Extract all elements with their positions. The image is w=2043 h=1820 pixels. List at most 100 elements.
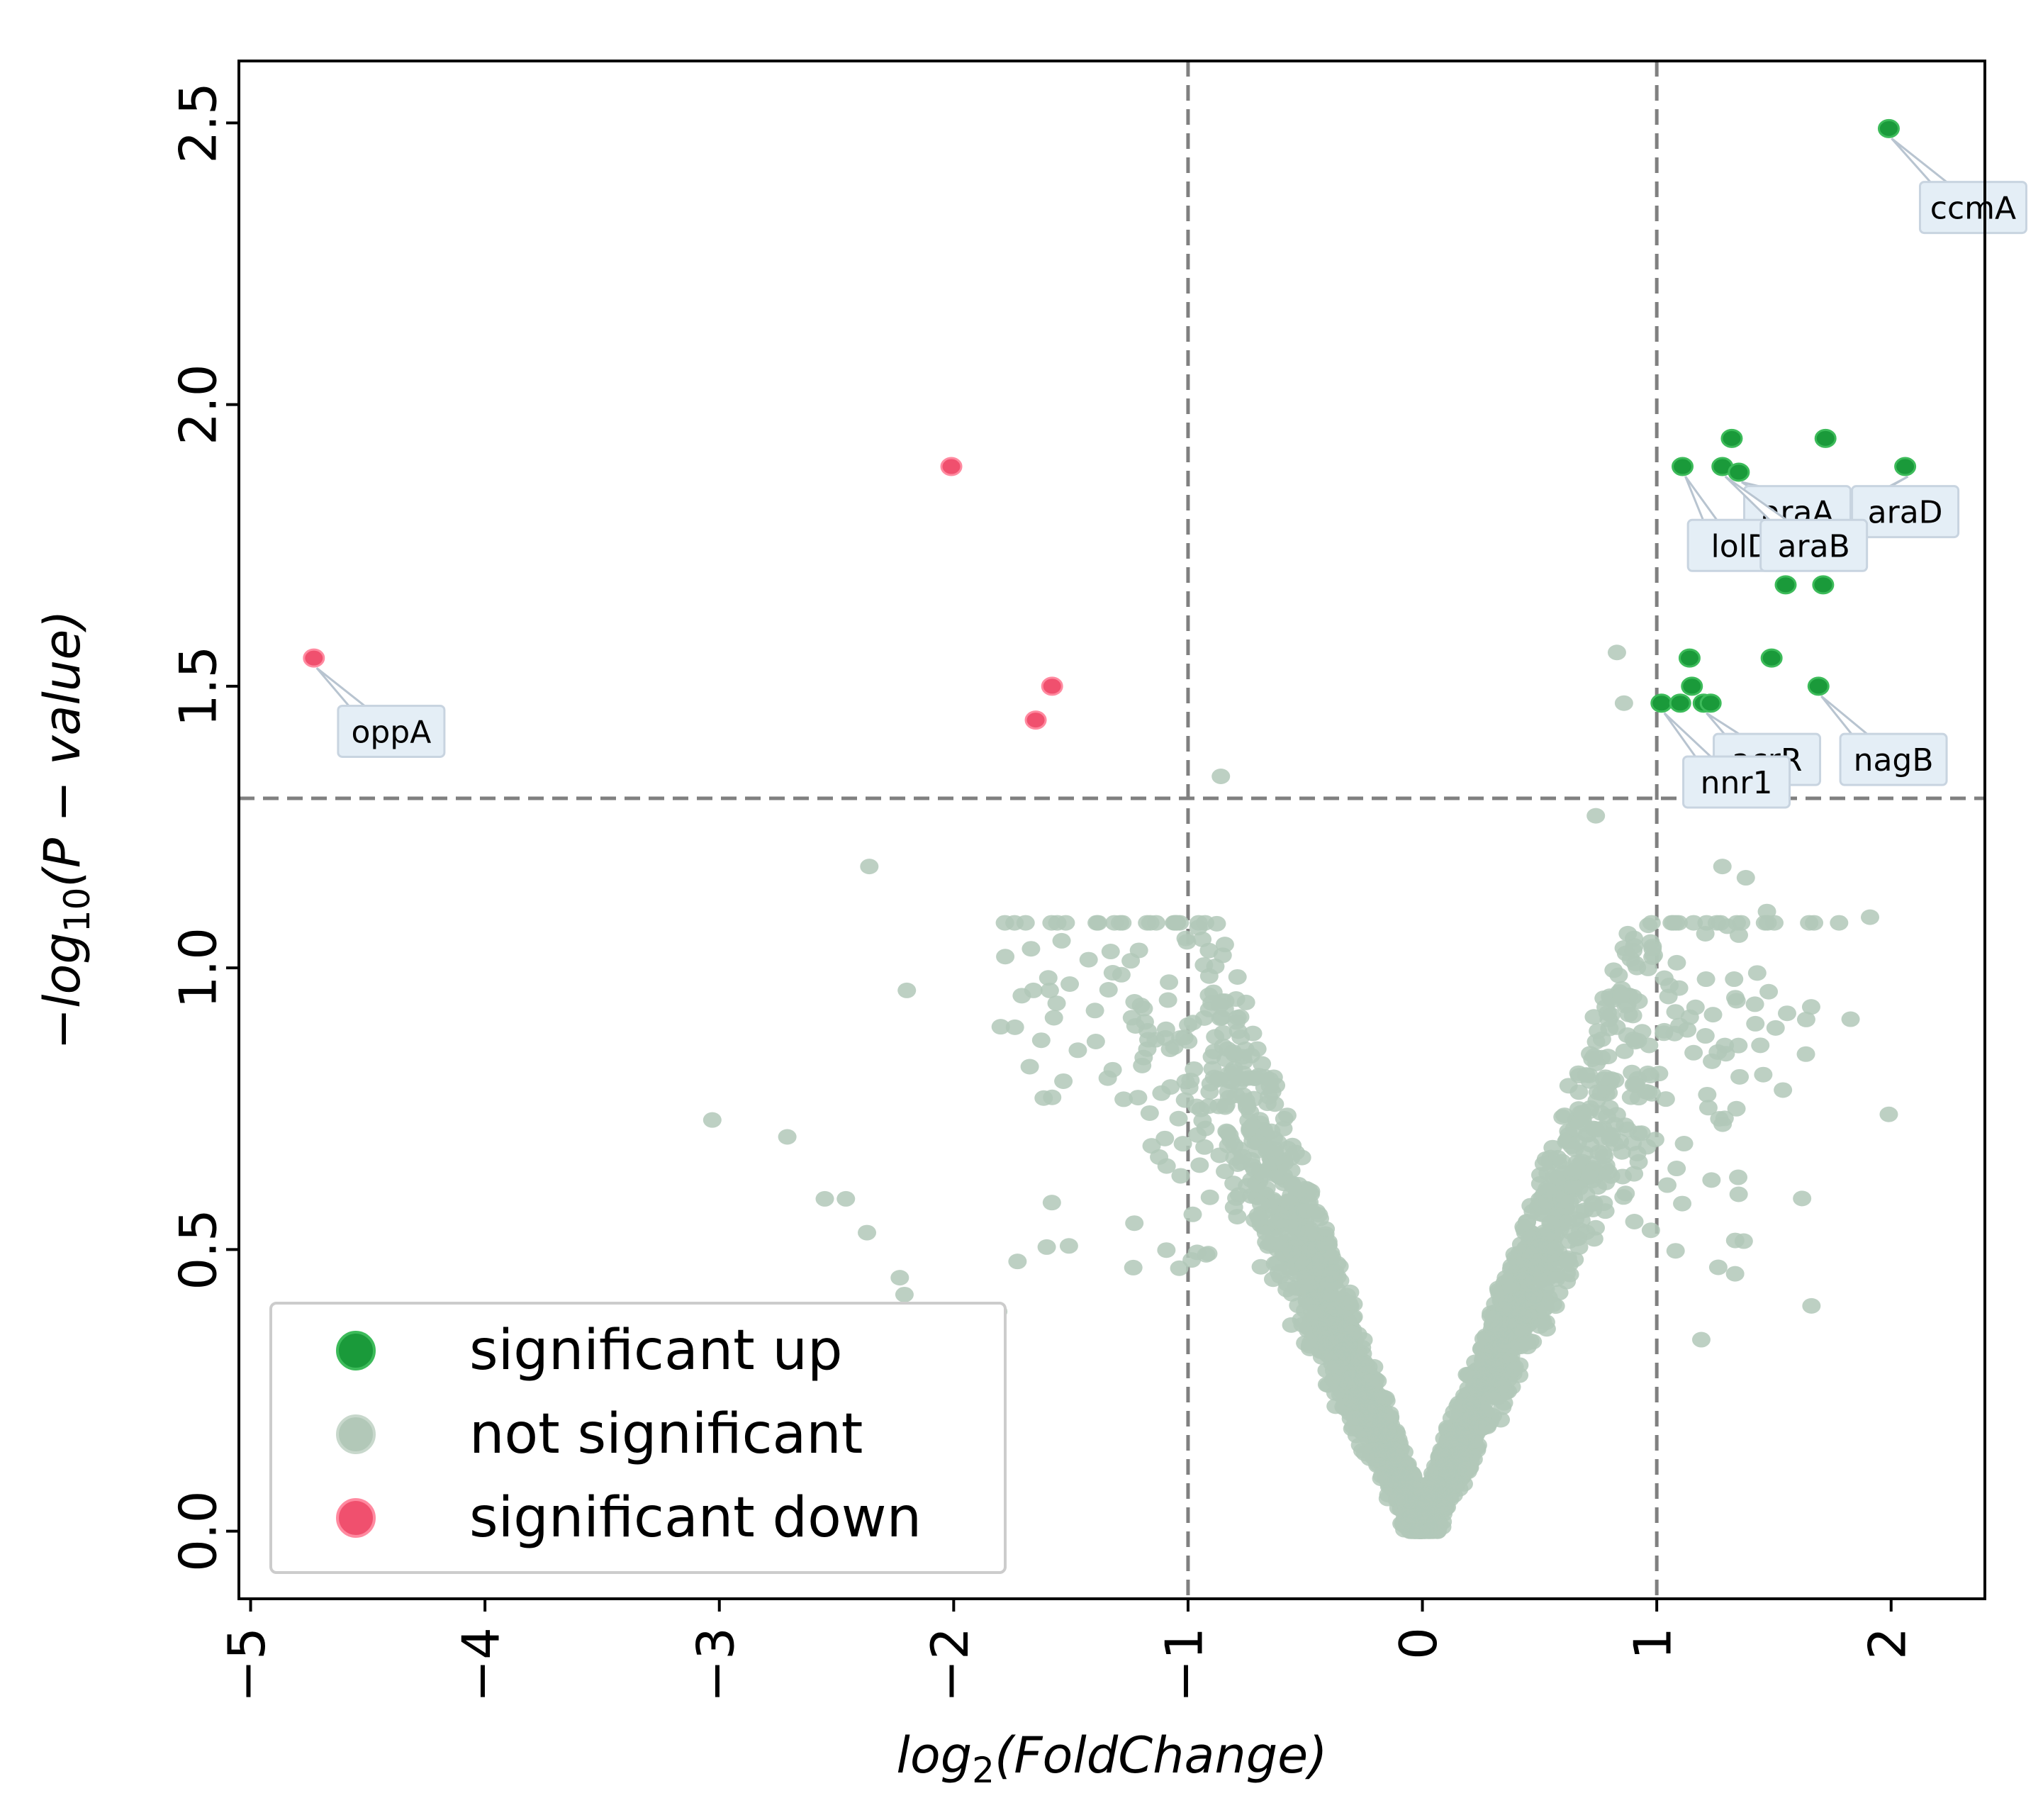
point-not-significant — [1539, 1183, 1558, 1199]
point-not-significant — [1060, 976, 1080, 993]
point-not-significant — [1801, 999, 1820, 1015]
point-not-significant — [1696, 1028, 1715, 1044]
gene-annotation: nagB — [1820, 695, 1948, 786]
point-not-significant — [1530, 1238, 1550, 1254]
point-not-significant — [1250, 1210, 1269, 1227]
point-significant-up — [1681, 676, 1703, 696]
point-not-significant — [1533, 1198, 1552, 1215]
point-not-significant — [1224, 1176, 1243, 1192]
point-not-significant — [1171, 1168, 1190, 1184]
point-significant-up — [1669, 693, 1691, 713]
point-not-significant — [1360, 1399, 1379, 1415]
point-not-significant — [1696, 925, 1715, 942]
point-not-significant — [1449, 1425, 1468, 1441]
point-not-significant — [1008, 1254, 1027, 1270]
point-not-significant — [1667, 1161, 1686, 1177]
point-not-significant — [1725, 990, 1745, 1006]
point-not-significant — [1214, 1038, 1233, 1054]
point-not-significant — [1558, 1252, 1577, 1268]
point-not-significant — [703, 1112, 722, 1128]
point-not-significant — [1628, 1145, 1647, 1161]
point-not-significant — [1703, 1007, 1723, 1023]
point-not-significant — [1170, 1260, 1189, 1276]
point-not-significant — [1569, 1101, 1588, 1117]
point-not-significant — [1005, 1019, 1024, 1035]
point-not-significant — [1295, 1278, 1314, 1295]
point-not-significant — [1696, 971, 1715, 988]
point-not-significant — [1861, 909, 1880, 925]
point-significant-up — [1760, 648, 1783, 668]
point-not-significant — [1489, 1320, 1508, 1336]
point-not-significant — [1300, 1338, 1319, 1354]
point-not-significant — [1389, 1490, 1409, 1506]
point-not-significant — [1759, 983, 1779, 1000]
point-not-significant — [858, 1224, 877, 1241]
point-not-significant — [1702, 1172, 1721, 1188]
point-not-significant — [1202, 1049, 1221, 1065]
point-not-significant — [1830, 915, 1849, 931]
point-significant-down — [1024, 710, 1047, 730]
point-not-significant — [1176, 930, 1195, 947]
point-not-significant — [1616, 1117, 1635, 1134]
point-not-significant — [1224, 1199, 1243, 1215]
point-not-significant — [1492, 1337, 1511, 1353]
point-significant-up — [1678, 648, 1701, 668]
point-not-significant — [1594, 1195, 1613, 1212]
point-not-significant — [1599, 1049, 1618, 1065]
point-not-significant — [1251, 1258, 1270, 1275]
point-not-significant — [1625, 1213, 1644, 1229]
point-not-significant — [1048, 915, 1067, 931]
y-tick-label: 2.0 — [169, 364, 228, 445]
point-not-significant — [996, 949, 1015, 965]
point-not-significant — [1639, 917, 1658, 934]
point-not-significant — [1270, 1236, 1289, 1252]
point-not-significant — [1231, 1029, 1250, 1046]
point-not-significant — [1589, 1023, 1608, 1039]
y-tick-label: 1.0 — [169, 927, 228, 1009]
point-not-significant — [1581, 1137, 1600, 1153]
point-not-significant — [1409, 1523, 1428, 1539]
point-not-significant — [995, 915, 1014, 931]
point-not-significant — [1316, 1221, 1336, 1237]
point-not-significant — [1711, 915, 1730, 931]
point-not-significant — [1494, 1395, 1513, 1411]
annotation-box — [1759, 518, 1869, 572]
x-tick-label: 0 — [1389, 1627, 1448, 1660]
point-not-significant — [1734, 1233, 1753, 1249]
gene-annotation: ccmA — [1891, 138, 2027, 235]
point-not-significant — [1269, 1264, 1288, 1280]
point-not-significant — [1666, 1004, 1685, 1020]
x-tick-label: −2 — [920, 1627, 980, 1702]
point-not-significant — [1140, 1105, 1159, 1121]
point-not-significant — [1326, 1358, 1345, 1374]
x-tick-label: −4 — [452, 1627, 511, 1702]
point-not-significant — [1189, 915, 1208, 931]
legend-box — [269, 1302, 1007, 1574]
points-significant-down — [303, 457, 1063, 730]
point-not-significant — [1708, 1259, 1728, 1275]
point-not-significant — [1179, 1017, 1198, 1033]
point-not-significant — [1086, 1033, 1105, 1049]
point-significant-up — [1812, 575, 1835, 595]
point-not-significant — [1751, 1037, 1770, 1054]
point-not-significant — [1157, 1242, 1176, 1258]
point-not-significant — [1586, 808, 1606, 824]
point-not-significant — [1559, 1078, 1578, 1094]
point-not-significant — [1560, 1194, 1579, 1210]
point-not-significant — [1031, 1032, 1051, 1049]
point-not-significant — [1604, 962, 1623, 978]
point-not-significant — [1135, 1014, 1154, 1030]
gene-annotation: araB — [1724, 475, 1869, 572]
annotation-box — [1851, 485, 1960, 539]
point-not-significant — [1445, 1478, 1465, 1494]
point-not-significant — [1841, 1011, 1860, 1027]
point-not-significant — [1774, 1082, 1793, 1098]
point-not-significant — [1264, 1069, 1283, 1085]
y-axis: 0.0 0.5 1.0 1.5 2.0 2.5 — [169, 82, 239, 1572]
point-not-significant — [1181, 1072, 1200, 1088]
point-not-significant — [1607, 644, 1626, 661]
point-not-significant — [1645, 947, 1663, 964]
point-not-significant — [1287, 1221, 1306, 1237]
y-tick-label: 0.0 — [169, 1490, 228, 1572]
point-not-significant — [1530, 1318, 1550, 1334]
